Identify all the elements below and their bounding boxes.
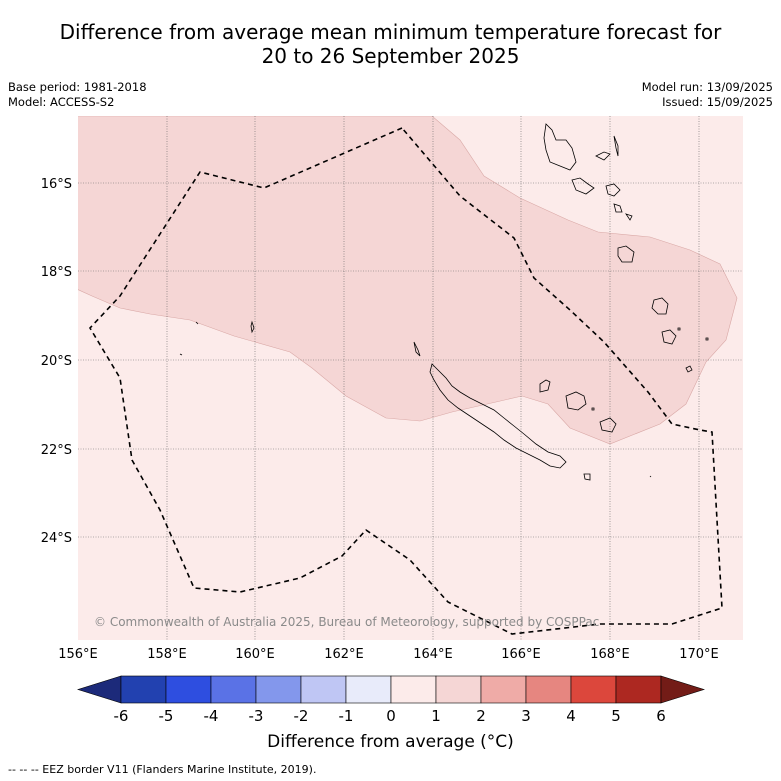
coastlines (179, 123, 709, 481)
lifou-island (565, 391, 587, 411)
lat-label-22s: 22°S (41, 443, 72, 458)
lon-label-164e: 164°E (413, 647, 453, 662)
colorbar-tick-label: 0 (386, 707, 396, 725)
mare-island (599, 417, 617, 433)
colorbar-extend-low (76, 675, 122, 704)
base-period-text: Base period: 1981-2018 (8, 80, 147, 94)
colorbar-tick-label: -6 (114, 707, 129, 725)
lon-label-166e: 166°E (501, 647, 541, 662)
colorbar-tick-label: 1 (431, 707, 441, 725)
malekula-island (571, 177, 595, 195)
colorbar-segment (570, 675, 617, 704)
gridlines (78, 116, 743, 640)
reef-islet-3 (649, 475, 652, 478)
model-run-text: Model run: 13/09/2025 (641, 80, 773, 94)
lon-label-158e: 158°E (147, 647, 187, 662)
belep-islands (413, 341, 421, 357)
colorbar-segment (120, 675, 167, 704)
chart-title-line1: Difference from average mean minimum tem… (59, 20, 722, 44)
eez-border (89, 127, 723, 635)
aneityum-island (685, 365, 693, 373)
espiritu-santo-island (543, 123, 577, 171)
lon-label-162e: 162°E (324, 647, 364, 662)
colorbar-extend-high (660, 675, 706, 704)
colorbar-segment (615, 675, 662, 704)
colorbar-segment (210, 675, 257, 704)
model-text: Model: ACCESS-S2 (8, 95, 115, 109)
lat-label-24s: 24°S (41, 531, 72, 546)
colorbar-tick-label: 4 (566, 707, 576, 725)
meta-left: Base period: 1981-2018 Model: ACCESS-S2 (8, 80, 147, 110)
colorbar-segment (390, 675, 437, 704)
eez-footnote: -- -- -- EEZ border V11 (Flanders Marine… (8, 763, 317, 776)
isle-of-pines (583, 473, 591, 481)
colorbar-title: Difference from average (°C) (267, 732, 514, 752)
colorbar-segment (165, 675, 212, 704)
chesterfield-islands (250, 320, 255, 334)
colorbar-segment (300, 675, 347, 704)
colorbar-tick-label: -4 (204, 707, 219, 725)
tiga-island (591, 407, 595, 411)
issued-text: Issued: 15/09/2025 (662, 95, 773, 109)
lat-label-16s: 16°S (41, 177, 72, 192)
reef-islet-1 (195, 321, 199, 325)
colorbar-segment (435, 675, 482, 704)
colorbar-labels: -6 -5 -4 -3 -2 -1 0 1 2 3 4 5 6 (114, 707, 666, 725)
tanna-island (661, 329, 677, 345)
colorbar-tick-label: -1 (339, 707, 354, 725)
colorbar-tick-label: -5 (159, 707, 174, 725)
lon-label-168e: 168°E (590, 647, 630, 662)
lat-label-20s: 20°S (41, 354, 72, 369)
shepherd-islands (625, 213, 633, 221)
aniwa-island (705, 337, 709, 341)
colorbar-segment (525, 675, 572, 704)
lon-label-170e: 170°E (679, 647, 719, 662)
map-copyright: © Commonwealth of Australia 2025, Bureau… (94, 615, 599, 629)
ouvea-island (539, 379, 551, 393)
meta-right: Model run: 13/09/2025 Issued: 15/09/2025 (642, 80, 773, 110)
pentecost-island (605, 183, 621, 197)
colorbar-tick-label: 3 (521, 707, 531, 725)
colorbar-tick-label: -3 (249, 707, 264, 725)
efate-island (617, 245, 635, 263)
chart-title-line2: 20 to 26 September 2025 (261, 44, 520, 68)
reef-islet-2 (179, 353, 183, 356)
futuna-island (677, 327, 681, 331)
colorbar-segment (345, 675, 392, 704)
ambae-island (595, 151, 611, 161)
lon-label-160e: 160°E (235, 647, 275, 662)
lat-label-18s: 18°S (41, 265, 72, 280)
colorbar-tick-label: -2 (294, 707, 309, 725)
lon-label-156e: 156°E (58, 647, 98, 662)
colorbar-tick-label: 6 (656, 707, 666, 725)
maewo-island (613, 135, 619, 157)
epi-island (613, 203, 623, 213)
erromango-island (651, 297, 669, 315)
anomaly-region-1-2 (78, 116, 738, 445)
colorbar-segment (480, 675, 527, 704)
colorbar (76, 675, 706, 704)
colorbar-tick-label: 2 (476, 707, 486, 725)
new-caledonia-island (429, 363, 567, 469)
colorbar-segment (255, 675, 302, 704)
colorbar-tick-label: 5 (611, 707, 621, 725)
